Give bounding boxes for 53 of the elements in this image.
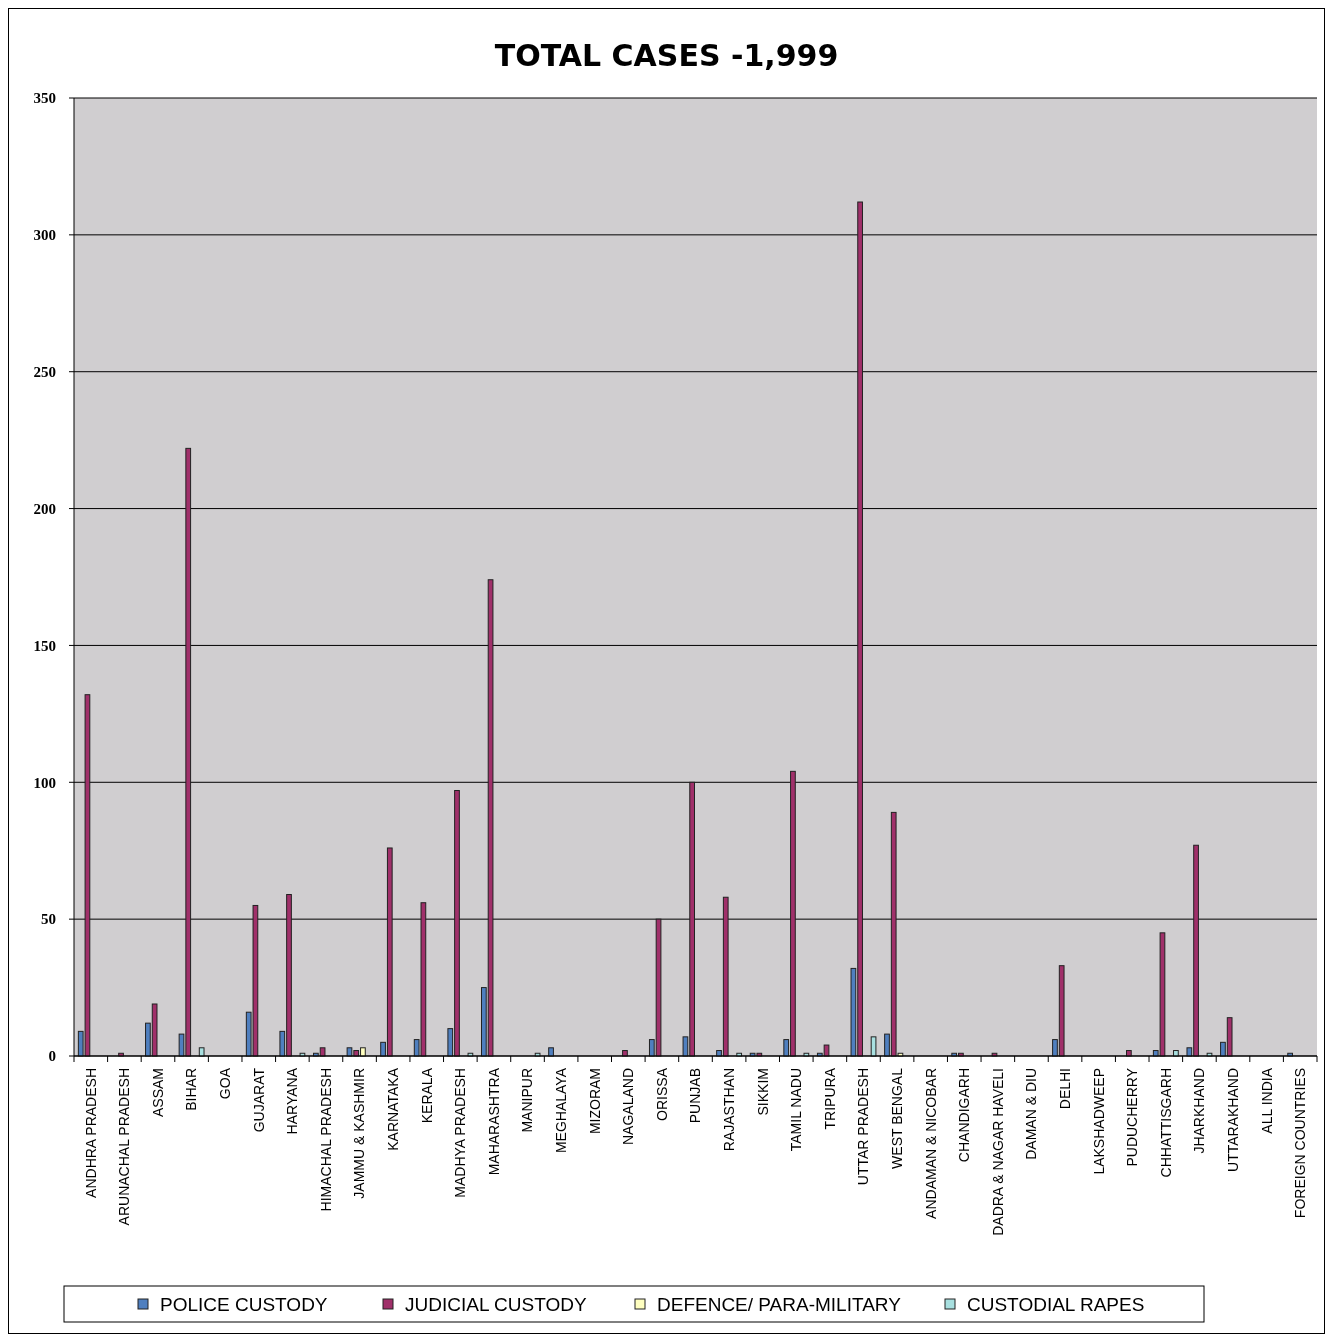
x-tick-label: LAKSHADWEEP [1090,1068,1107,1175]
x-tick-label: DELHI [1056,1068,1073,1110]
legend-label: CUSTODIAL RAPES [967,1293,1145,1315]
x-tick-label: TAMIL NADU [788,1068,805,1152]
legend-label: JUDICIAL CUSTODY [405,1293,587,1315]
bar [870,1036,877,1057]
x-tick-label: DADRA & NAGAR HAVELI [989,1068,1006,1236]
x-tick-label: SIKKIM [754,1068,771,1116]
x-tick-label: ASSAM [149,1068,166,1118]
x-tick-label: ORISSA [653,1067,670,1121]
x-tick-label: GUJARAT [250,1067,267,1133]
x-tick-label: CHANDIGARH [956,1068,973,1163]
x-tick-label: DAMAN & DIU [1023,1068,1040,1160]
y-tick-label: 250 [33,363,56,380]
x-tick-label: FOREIGN COUNTRIES [1292,1068,1309,1219]
x-tick-label: MANIPUR [519,1068,536,1133]
bar [198,1047,205,1057]
x-tick-label: JAMMU & KASHMIR [351,1068,368,1199]
x-tick-label: PUNJAB [687,1068,704,1124]
x-tick-label: CHHATTISGARH [1157,1068,1174,1178]
x-tick-label: HARYANA [284,1067,301,1135]
legend-label: DEFENCE/ PARA-MILITARY [657,1293,902,1315]
y-tick-label: 200 [33,500,56,517]
y-tick-label: 150 [33,637,56,654]
y-tick-label: 350 [33,90,56,107]
legend-label: POLICE CUSTODY [160,1293,328,1315]
bar [548,1047,554,1057]
x-tick-label: TRIPURA [821,1067,838,1130]
x-tick-label: BIHAR [183,1068,200,1111]
x-tick-label: WEST BENGAL [888,1067,905,1169]
y-tick-label: 300 [33,227,56,244]
x-tick-label: JHARKHAND [1191,1068,1208,1154]
x-tick-label: ALL INDIA [1258,1067,1275,1134]
x-tick-label: UTTARAKHAND [1224,1068,1241,1172]
x-tick-label: HIMACHAL PRADESH [317,1068,334,1212]
x-tick-label: ANDHRA PRADESH [82,1068,99,1198]
y-tick-label: 100 [33,774,56,791]
x-tick-label: MIZORAM [586,1068,603,1135]
x-tick-label: KARNATAKA [385,1067,402,1151]
x-tick-label: MADHYA PRADESH [452,1068,469,1198]
x-tick-label: MAHARASHTRA [485,1067,502,1176]
x-tick-label: KERALA [418,1067,435,1124]
x-tick-label: RAJASTHAN [720,1068,737,1152]
x-tick-label: GOA [217,1067,234,1100]
x-tick-label: MEGHALAYA [553,1067,570,1154]
x-tick-label: ANDAMAN & NICOBAR [922,1068,939,1219]
x-tick-label: UTTAR PRADESH [855,1068,872,1186]
chart-title: TOTAL CASES -1,999 [494,38,839,73]
x-tick-label: ARUNACHAL PRADESH [116,1068,133,1226]
x-tick-label: NAGALAND [620,1068,637,1146]
x-tick-label: PUDUCHERRY [1124,1067,1141,1167]
y-tick-label: 50 [41,911,56,928]
y-tick-label: 0 [48,1048,56,1065]
